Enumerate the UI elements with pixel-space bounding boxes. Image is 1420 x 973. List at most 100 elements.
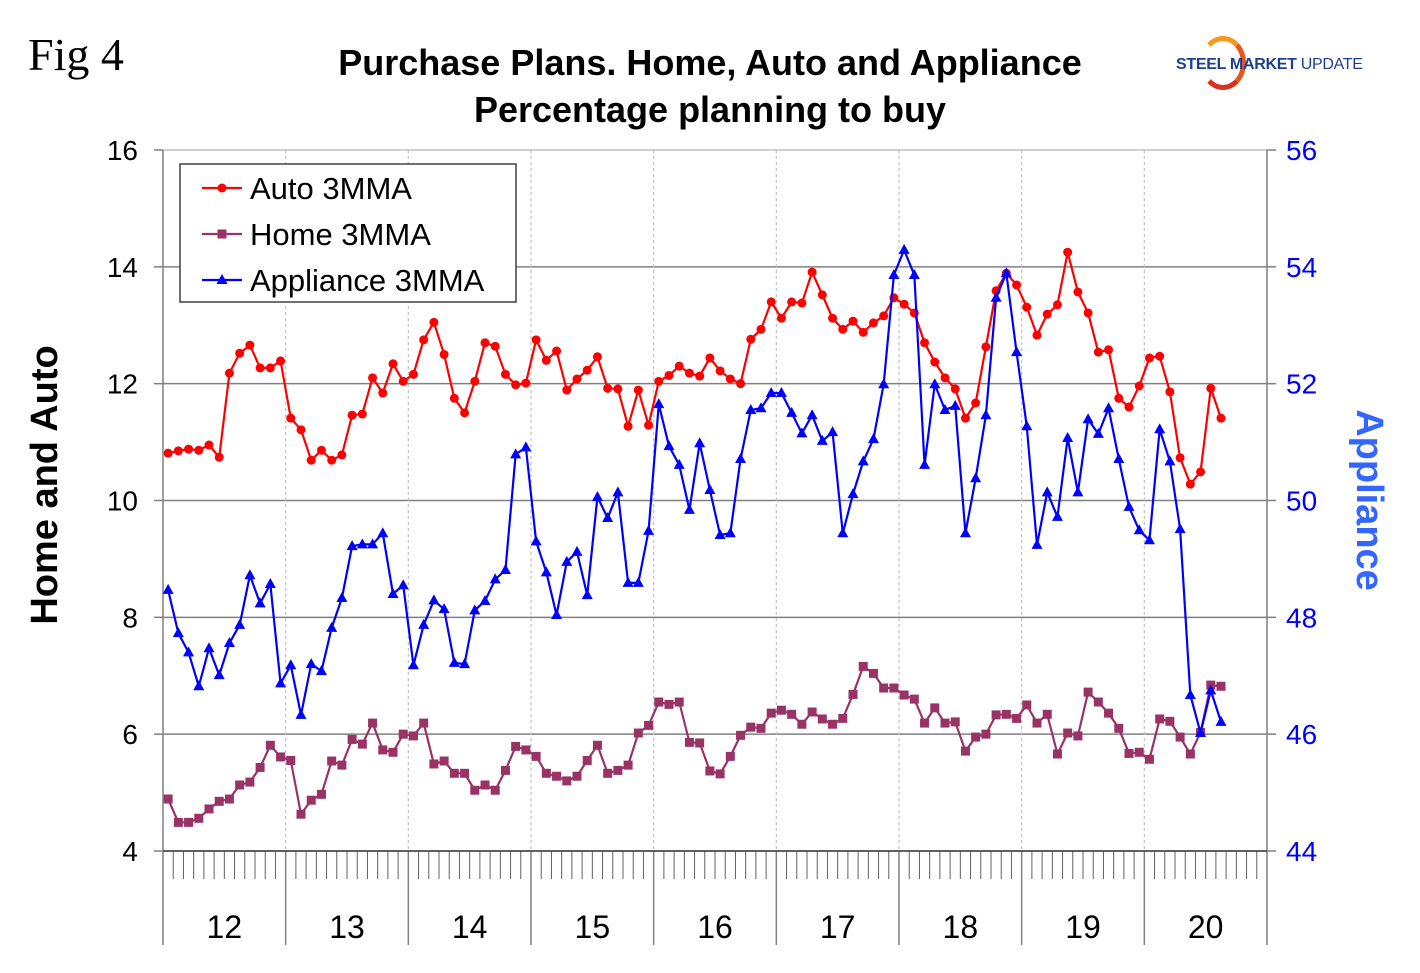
auto-3mma-point — [705, 353, 715, 363]
auto-3mma-point — [950, 384, 960, 394]
auto-3mma-point — [480, 338, 490, 348]
auto-3mma-point — [460, 408, 470, 418]
appliance-3mma-point — [1205, 684, 1217, 695]
auto-3mma-point — [1104, 345, 1114, 355]
legend-marker-home-3mma — [217, 229, 227, 239]
y2-tick-label: 48 — [1286, 602, 1317, 633]
appliance-3mma-point — [1041, 486, 1053, 497]
appliance-3mma-point — [1021, 420, 1033, 431]
y-tick-label: 6 — [122, 719, 138, 750]
appliance-3mma-point — [315, 665, 327, 676]
appliance-3mma-point — [694, 437, 706, 448]
home-3mma-point — [429, 759, 439, 769]
auto-3mma-point — [1124, 402, 1134, 412]
home-3mma-point — [592, 740, 602, 750]
home-3mma-point — [276, 752, 286, 762]
appliance-3mma-point — [755, 402, 767, 413]
chart-title: Purchase Plans. Home, Auto and Appliance — [338, 42, 1082, 83]
auto-3mma-point — [684, 368, 694, 378]
appliance-3mma-point — [387, 587, 399, 598]
y2-tick-label: 50 — [1286, 486, 1317, 517]
home-3mma-point — [1042, 709, 1052, 719]
appliance-3mma-point — [571, 545, 583, 556]
auto-3mma-point — [276, 356, 286, 366]
appliance-3mma-point — [489, 573, 501, 584]
auto-3mma-point — [163, 448, 173, 458]
auto-3mma-point — [531, 335, 541, 345]
appliance-3mma-point — [796, 427, 808, 438]
auto-3mma-point — [173, 446, 183, 456]
auto-3mma-point — [715, 366, 725, 376]
home-3mma-point — [940, 718, 950, 728]
appliance-3mma-point — [223, 637, 235, 648]
auto-3mma-point — [582, 365, 592, 375]
appliance-3mma-point — [827, 426, 839, 437]
auto-3mma-point — [981, 342, 991, 352]
auto-3mma-point — [1012, 280, 1022, 290]
home-3mma-point — [654, 697, 664, 707]
appliance-3mma-point — [735, 453, 747, 464]
appliance-3mma-point — [1031, 538, 1043, 549]
appliance-3mma-point — [1072, 486, 1084, 497]
home-3mma-point — [173, 817, 183, 827]
auto-3mma-point — [306, 455, 316, 465]
home-3mma-point — [306, 795, 316, 805]
home-3mma-point — [633, 728, 643, 738]
home-3mma-point — [1155, 714, 1165, 724]
auto-3mma-point — [725, 374, 735, 384]
appliance-3mma-point — [561, 555, 573, 566]
y-tick-label: 8 — [122, 602, 138, 633]
y2-tick-label: 46 — [1286, 719, 1317, 750]
home-3mma-point — [357, 739, 367, 749]
home-3mma-point — [960, 746, 970, 756]
figure-label: Fig 4 — [28, 29, 124, 80]
home-3mma-point — [950, 717, 960, 727]
home-3mma-point — [562, 776, 572, 786]
auto-3mma-point — [1114, 393, 1124, 403]
auto-3mma-point — [899, 299, 909, 309]
appliance-3mma-point — [407, 659, 419, 670]
appliance-3mma-point — [183, 646, 195, 657]
auto-3mma-point — [848, 316, 858, 326]
appliance-3mma-point — [1011, 346, 1023, 357]
home-3mma-point — [776, 705, 786, 715]
legend-marker-appliance-3mma — [216, 274, 228, 284]
x-tick-label: 13 — [329, 909, 365, 945]
appliance-3mma-point — [765, 387, 777, 398]
home-3mma-point — [1124, 748, 1134, 758]
home-3mma-point — [971, 732, 981, 742]
auto-3mma-point — [695, 371, 705, 381]
appliance-3mma-point — [847, 488, 859, 499]
auto-3mma-point — [654, 376, 664, 386]
home-3mma-point — [889, 683, 899, 693]
appliance-3mma-point — [346, 540, 358, 551]
auto-3mma-point — [971, 398, 981, 408]
x-tick-label: 19 — [1065, 909, 1101, 945]
auto-3mma-point — [327, 455, 337, 465]
appliance-3mma-line — [167, 246, 1223, 734]
x-tick-label: 16 — [697, 909, 733, 945]
home-3mma-point — [1083, 687, 1093, 697]
auto-3mma-point — [1052, 300, 1062, 310]
appliance-3mma-point — [244, 569, 256, 580]
appliance-3mma-point — [469, 604, 481, 615]
appliance-3mma-point — [1051, 510, 1063, 521]
appliance-3mma-point — [683, 503, 695, 514]
home-3mma-point — [552, 771, 562, 781]
home-3mma-point — [439, 756, 449, 766]
appliance-3mma-point — [980, 409, 992, 420]
home-3mma-point — [419, 718, 429, 728]
home-3mma-point — [500, 765, 510, 775]
appliance-3mma-point — [919, 458, 931, 469]
appliance-3mma-point — [929, 378, 941, 389]
home-3mma-point — [899, 690, 909, 700]
home-3mma-point — [184, 817, 194, 827]
appliance-3mma-point — [908, 269, 920, 280]
auto-3mma-point — [817, 290, 827, 300]
home-3mma-point — [368, 718, 378, 728]
home-3mma-point — [1073, 731, 1083, 741]
home-3mma-point — [981, 729, 991, 739]
home-3mma-point — [378, 745, 388, 755]
appliance-3mma-point — [663, 440, 675, 451]
